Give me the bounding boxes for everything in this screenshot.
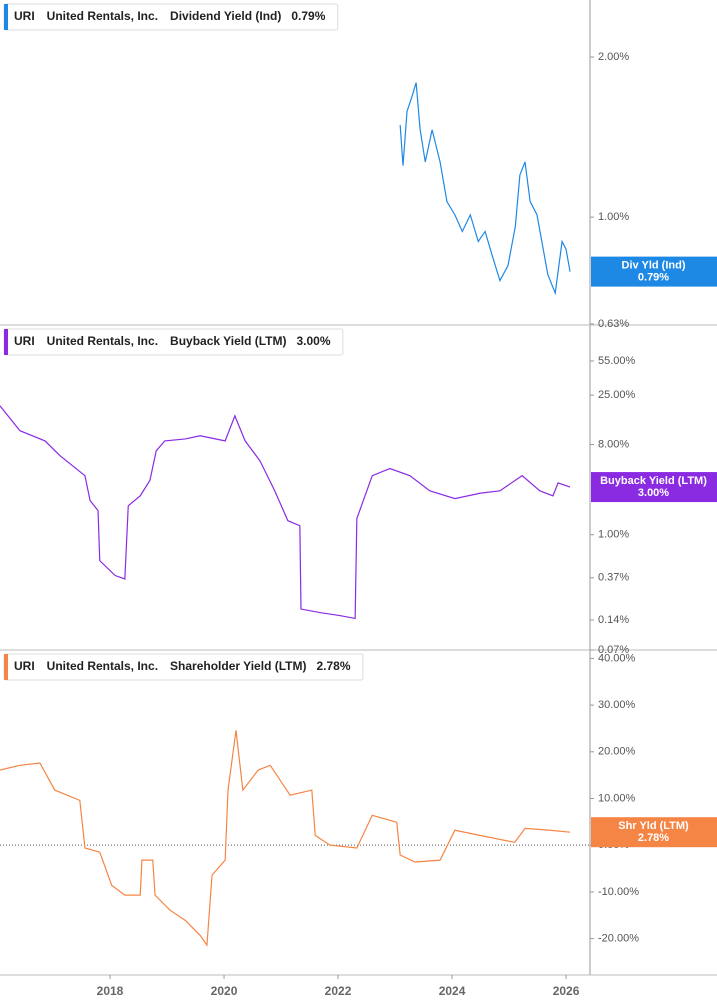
y-tick-label: 10.00% <box>598 792 636 804</box>
y-tick-label: -10.00% <box>598 886 639 898</box>
legend-item: 3.00% <box>297 334 331 348</box>
legend-text: URI United Rentals, Inc. Dividend Yield (I… <box>14 9 326 23</box>
series-line <box>0 730 571 947</box>
legend-item: Shareholder Yield (LTM) <box>170 659 306 673</box>
value-tag-name: Shr Yld (LTM) <box>618 820 689 832</box>
value-tag <box>591 256 717 287</box>
legend-item: 0.79% <box>291 9 325 23</box>
y-tick-label: 55.00% <box>598 355 636 367</box>
y-tick-label: 20.00% <box>598 746 636 758</box>
y-tick-label: 8.00% <box>598 438 629 450</box>
y-tick-label: 30.00% <box>598 699 636 711</box>
legend-swatch <box>4 654 8 680</box>
y-tick-label: 25.00% <box>598 389 636 401</box>
legend: URI United Rentals, Inc. Shareholder Yield… <box>3 653 364 681</box>
legend-item: URI <box>14 9 35 23</box>
series-line <box>399 82 571 296</box>
series-line <box>0 405 571 620</box>
legend-item: Dividend Yield (Ind) <box>170 9 281 23</box>
value-tag <box>591 472 717 503</box>
y-tick-label: 40.00% <box>598 652 636 664</box>
legend-text: URI United Rentals, Inc. Buyback Yield (LT… <box>14 334 331 348</box>
legend-item: URI <box>14 334 35 348</box>
value-tag-name: Buyback Yield (LTM) <box>600 475 707 487</box>
legend-swatch <box>4 4 8 30</box>
value-tag <box>591 817 717 848</box>
y-tick-label: 0.14% <box>598 614 629 626</box>
y-tick-label: 1.00% <box>598 211 629 223</box>
legend-swatch <box>4 329 8 355</box>
value-tag-name: Div Yld (Ind) <box>622 260 686 272</box>
x-tick-label: 2018 <box>97 984 124 998</box>
x-tick-label: 2022 <box>325 984 352 998</box>
legend-item: United Rentals, Inc. <box>47 9 158 23</box>
legend-item: United Rentals, Inc. <box>47 659 158 673</box>
y-tick-label: 0.07% <box>598 644 629 656</box>
legend-item: Buyback Yield (LTM) <box>170 334 286 348</box>
legend: URI United Rentals, Inc. Dividend Yield (I… <box>3 3 339 31</box>
y-tick-label: 2.00% <box>598 51 629 63</box>
y-tick-label: 0.63% <box>598 318 629 330</box>
value-tag-value: 2.78% <box>638 832 669 844</box>
y-tick-label: 0.37% <box>598 572 629 584</box>
x-tick-label: 2024 <box>439 984 466 998</box>
y-tick-label: -20.00% <box>598 932 639 944</box>
x-tick-label: 2020 <box>211 984 238 998</box>
legend-item: 2.78% <box>317 659 351 673</box>
value-tag-value: 0.79% <box>638 272 669 284</box>
y-tick-label: 1.00% <box>598 529 629 541</box>
legend: URI United Rentals, Inc. Buyback Yield (LT… <box>3 328 344 356</box>
legend-item: URI <box>14 659 35 673</box>
value-tag-value: 3.00% <box>638 487 669 499</box>
legend-item: United Rentals, Inc. <box>47 334 158 348</box>
legend-text: URI United Rentals, Inc. Shareholder Yield… <box>14 659 351 673</box>
x-tick-label: 2026 <box>553 984 580 998</box>
